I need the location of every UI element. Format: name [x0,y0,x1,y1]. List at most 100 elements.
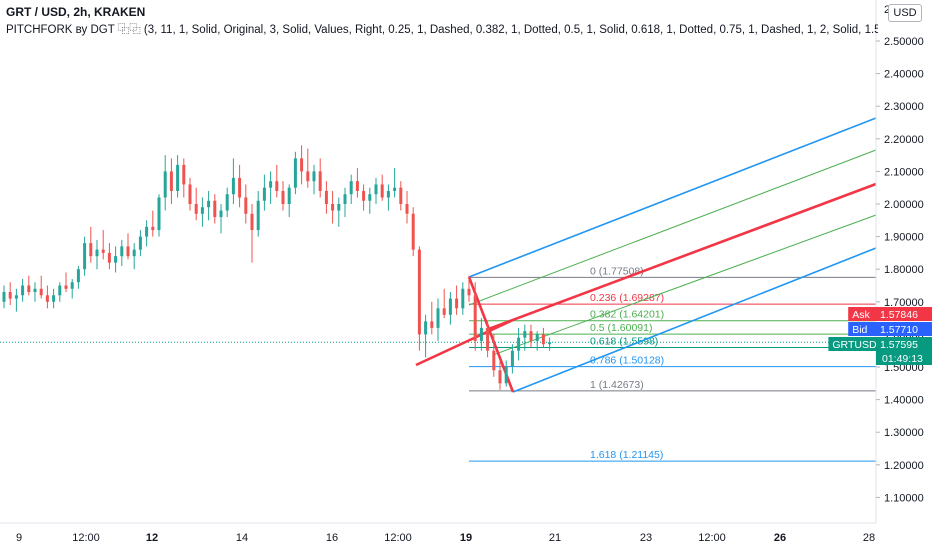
candle [33,282,37,302]
price-tag-name-bg [828,337,876,351]
candle [219,204,223,234]
candle-body [231,177,235,195]
candle-body [52,295,56,302]
candle [262,174,266,211]
candle-body [368,194,372,201]
candle [132,243,136,270]
price-tag-value-bg [876,337,932,351]
candle [39,275,43,299]
candle-body [39,288,43,296]
candle-body [343,194,347,204]
candle-body [380,184,384,198]
candle-body [107,252,111,263]
y-tick-label: 1.80000 [884,264,924,276]
candle [349,174,353,204]
x-tick-label: 14 [236,532,248,544]
candle-body [219,210,223,218]
candle-body [200,207,204,214]
candle-body [70,282,74,289]
candle-body [492,350,496,371]
y-tick-label: 2.10000 [884,166,924,178]
candle [337,197,341,227]
candle-body [250,213,254,231]
candle-body [194,204,198,214]
price-tag-value: 1.57595 [880,339,918,351]
currency-button[interactable]: USD [888,4,922,22]
candle-body [467,288,471,296]
candle-body [225,194,229,211]
candle [306,148,310,188]
candle [300,145,304,185]
candle-body [436,308,440,328]
candle-body [411,213,415,250]
candle-body [157,197,161,231]
candle [492,334,496,377]
candle [101,230,105,260]
candle [318,158,322,198]
candle [188,177,192,211]
lower-inner-line [492,214,877,356]
candle-body [145,226,149,237]
candle-body [393,187,397,191]
candle [194,187,198,221]
candle-body [138,236,142,250]
candle-body [306,171,310,182]
candle [269,171,273,204]
candle [169,158,173,204]
candle [448,292,452,325]
price-tag-value-bg [876,307,932,321]
candle-body [275,181,279,191]
candle-body [95,249,99,257]
candle [238,164,242,208]
upper-inner-line [468,149,877,306]
candle [535,331,539,351]
candle [355,168,359,198]
candle [83,236,87,276]
candle-body [349,181,353,195]
candle [52,288,56,309]
candle-body [541,334,545,345]
candle-body [442,308,446,315]
price-tag-ask: Ask 1.57846 [848,307,932,321]
price-tag-name: GRTUSD [832,339,877,351]
pitchfork-level-label: 0.382 (1.64201) [590,309,664,321]
candle [461,282,465,315]
candle [8,282,12,306]
x-tick-label: 9 [16,532,22,544]
candle [287,184,291,218]
candle-body [101,249,105,253]
candle [541,327,545,348]
pitchfork-level-label: 0.236 (1.69287) [590,292,664,304]
candle-body [455,298,459,309]
x-tick-label: 12 [146,532,158,544]
candle [529,324,533,348]
candle-body [27,285,31,293]
candle-body [473,295,477,341]
candle-body [417,249,421,335]
candle [256,190,260,237]
candle [244,184,248,224]
candle-body [238,177,242,198]
candle [504,360,508,387]
candle-body [293,158,297,188]
candle-body [163,171,167,198]
candle [486,321,490,358]
candle [126,233,130,260]
candle [548,337,552,351]
candle [14,288,18,312]
lower-tine [512,247,877,393]
y-tick-label: 2.00000 [884,199,924,211]
candle [393,168,397,198]
candle [70,278,74,299]
candle [64,272,68,293]
candle-body [374,184,378,195]
price-tag-value: 1.57710 [880,324,918,336]
y-tick-label: 1.30000 [884,427,924,439]
pitchfork-level-label: 1.618 (1.21145) [590,449,663,461]
candle [467,275,471,302]
study-legend[interactable]: PITCHFORK ву DGT ⿻⿻ (3, 11, 1, Solid, Or… [6,24,878,36]
candle [213,194,217,224]
